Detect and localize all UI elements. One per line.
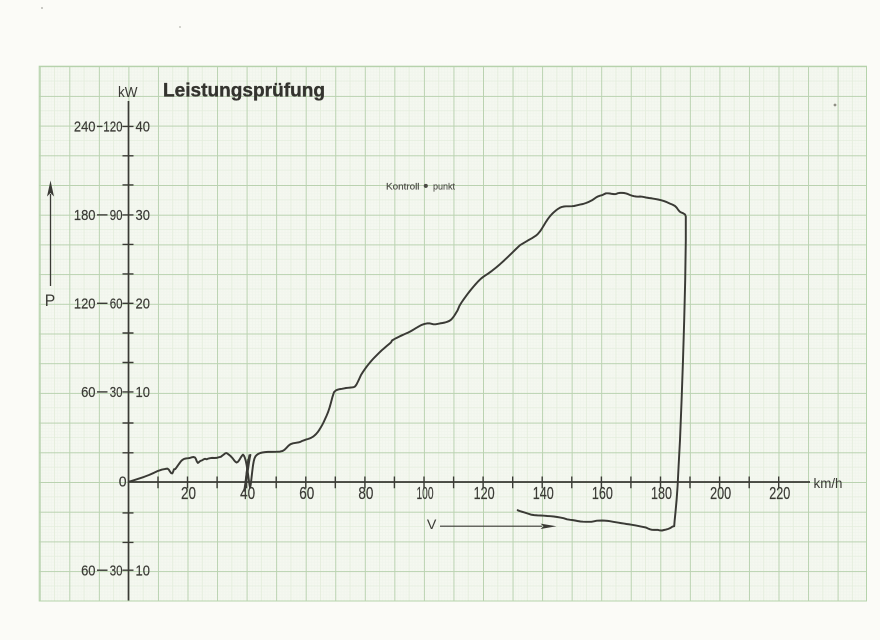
svg-text:90: 90 (110, 207, 123, 224)
svg-text:30: 30 (136, 207, 150, 224)
svg-text:60: 60 (110, 296, 123, 313)
svg-text:160: 160 (592, 483, 613, 503)
svg-text:20: 20 (136, 296, 150, 313)
svg-text:0: 0 (119, 473, 127, 490)
svg-text:30: 30 (110, 384, 123, 401)
svg-text:V: V (427, 516, 437, 532)
svg-text:20: 20 (181, 483, 196, 503)
svg-text:240: 240 (74, 119, 96, 136)
svg-text:220: 220 (769, 483, 790, 503)
svg-text:Leistungsprüfung: Leistungsprüfung (163, 80, 325, 102)
svg-text:180: 180 (651, 483, 672, 503)
svg-text:30: 30 (110, 563, 123, 580)
svg-text:60: 60 (81, 563, 95, 580)
svg-text:60: 60 (299, 483, 314, 503)
svg-text:60: 60 (81, 384, 95, 401)
svg-text:80: 80 (358, 483, 373, 503)
svg-text:10: 10 (136, 563, 150, 580)
svg-text:120: 120 (474, 483, 495, 503)
svg-text:180: 180 (74, 207, 96, 224)
svg-text:10: 10 (136, 384, 150, 401)
svg-text:120: 120 (103, 119, 122, 136)
svg-text:km/h: km/h (814, 476, 843, 491)
svg-text:40: 40 (240, 483, 255, 503)
svg-text:P: P (45, 292, 56, 310)
svg-text:200: 200 (710, 483, 731, 503)
svg-text:40: 40 (136, 119, 150, 136)
svg-text:Kontroll: Kontroll (386, 181, 420, 192)
svg-text:140: 140 (533, 483, 554, 503)
svg-text:100: 100 (417, 483, 434, 503)
svg-text:punkt: punkt (433, 181, 455, 192)
svg-text:120: 120 (74, 296, 96, 313)
svg-text:kW: kW (118, 85, 138, 101)
